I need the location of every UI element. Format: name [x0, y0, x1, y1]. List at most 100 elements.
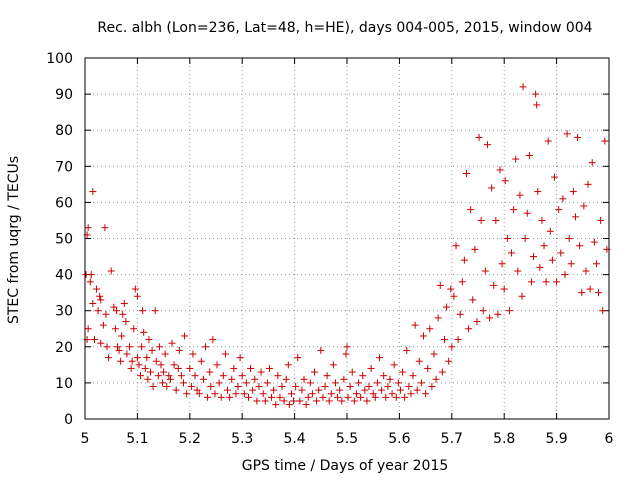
data-point [445, 357, 453, 365]
data-point [294, 354, 302, 362]
data-point [450, 292, 458, 300]
data-point [601, 137, 609, 145]
data-point [534, 188, 542, 196]
data-point [394, 379, 402, 387]
data-point [159, 379, 167, 387]
data-point [197, 357, 205, 365]
data-point [582, 267, 590, 275]
data-point [331, 379, 339, 387]
data-point [149, 383, 157, 391]
data-point [276, 393, 284, 401]
x-tick-label: 5.5 [336, 431, 358, 447]
data-point [180, 379, 188, 387]
data-point [532, 90, 540, 98]
data-point [133, 292, 141, 300]
data-point [118, 332, 126, 340]
data-point [443, 303, 451, 311]
data-point [501, 177, 509, 185]
data-point [317, 346, 325, 354]
data-point [357, 393, 365, 401]
data-point [503, 235, 511, 242]
data-point [409, 372, 417, 380]
data-point [438, 368, 446, 376]
data-point [584, 180, 592, 188]
data-point [161, 350, 169, 358]
data-point [329, 361, 337, 369]
data-point [211, 390, 219, 398]
data-point [563, 130, 571, 138]
data-point [165, 372, 173, 380]
data-point [177, 372, 185, 380]
data-point [195, 390, 203, 398]
data-point [128, 357, 136, 365]
data-point [138, 343, 146, 351]
y-tick-label: 10 [55, 376, 73, 392]
data-point [399, 368, 407, 376]
y-tick-label: 100 [46, 51, 73, 67]
x-tick-label: 6 [605, 431, 614, 447]
data-point [420, 332, 428, 340]
data-point [261, 397, 269, 405]
grid-lines [85, 58, 609, 419]
data-point [452, 242, 460, 250]
y-tick-label: 0 [64, 412, 73, 428]
data-point [133, 354, 141, 362]
data-point [280, 397, 288, 405]
data-point [236, 354, 244, 362]
data-point [518, 292, 526, 300]
x-axis-ticks: 5 5.1 5.2 5.3 5.4 5.5 5.6 5.7 5.8 5.9 6 [81, 58, 614, 447]
data-point [523, 209, 531, 217]
data-point [232, 390, 240, 398]
data-point [434, 314, 442, 322]
data-point [268, 393, 276, 401]
data-point [117, 357, 125, 365]
data-point [481, 267, 489, 275]
data-point [174, 364, 182, 372]
data-point [505, 307, 513, 315]
data-point [313, 397, 321, 405]
data-point [263, 379, 271, 387]
data-point [424, 364, 432, 372]
data-point [590, 238, 598, 246]
data-point [251, 375, 259, 383]
data-point [494, 310, 502, 318]
data-point [512, 155, 520, 163]
data-point [119, 310, 127, 318]
data-point [544, 137, 552, 145]
data-point [127, 364, 135, 372]
data-point [467, 206, 475, 214]
data-point [102, 310, 110, 318]
data-point [141, 364, 149, 372]
data-point [257, 368, 265, 376]
data-point [422, 390, 430, 398]
data-point [536, 263, 544, 271]
data-point [319, 393, 327, 401]
data-point [292, 383, 300, 391]
data-point [130, 325, 138, 333]
data-point [230, 364, 238, 372]
data-point [321, 383, 329, 391]
data-point [308, 390, 316, 398]
data-point [344, 393, 352, 401]
data-point [546, 227, 554, 235]
data-point [323, 372, 331, 380]
data-point [135, 361, 143, 369]
data-point [183, 390, 191, 398]
data-point [311, 368, 319, 376]
data-point [101, 224, 109, 232]
data-point [428, 383, 436, 391]
data-point [361, 386, 369, 394]
data-point [460, 256, 468, 264]
data-point [90, 336, 98, 344]
data-point [270, 386, 278, 394]
data-point [151, 307, 159, 315]
data-point [110, 303, 118, 311]
data-point [96, 292, 104, 300]
data-point [571, 213, 579, 221]
data-point [89, 188, 97, 196]
data-point [530, 253, 538, 261]
data-point [327, 390, 335, 398]
data-point [290, 397, 298, 405]
data-point [244, 393, 252, 401]
data-point [574, 133, 582, 141]
